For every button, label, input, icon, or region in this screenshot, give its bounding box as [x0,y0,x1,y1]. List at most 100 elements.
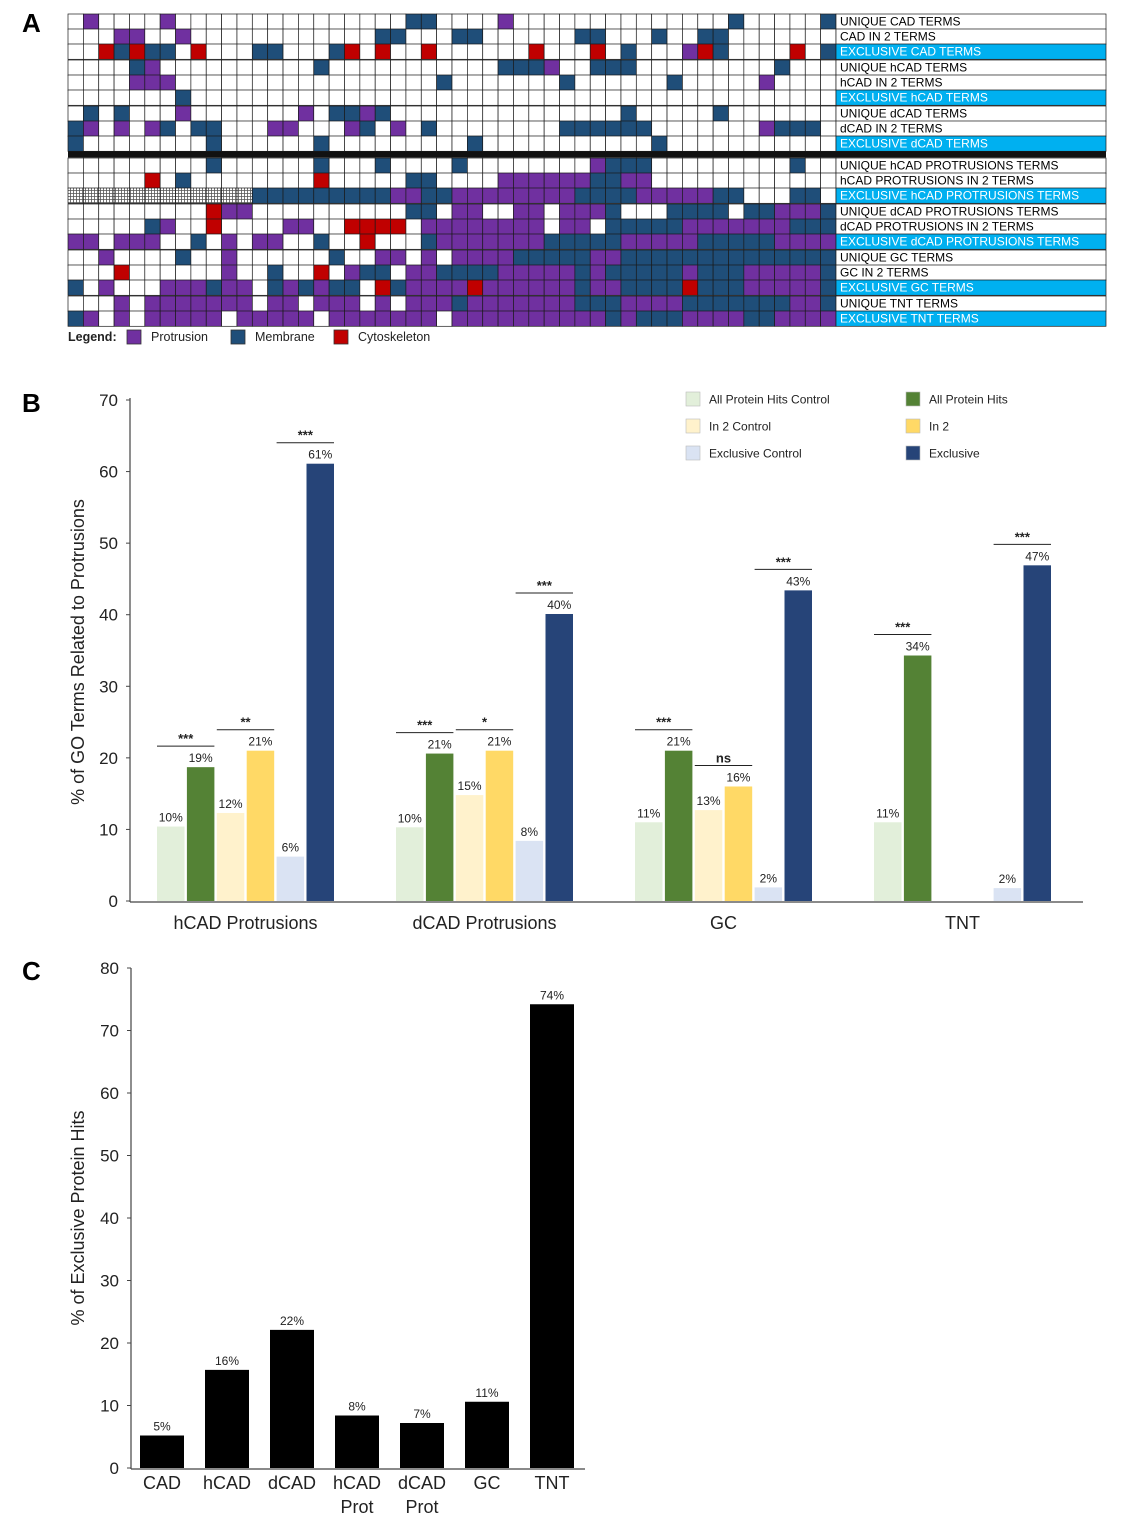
heatmap-cell [467,187,484,204]
heatmap-cell [497,203,514,220]
heatmap-cell [820,89,837,106]
heatmap-cell [144,218,161,235]
heatmap-cell [144,233,161,250]
heatmap-cell [682,105,699,122]
bar [530,1004,574,1468]
heatmap-cell [758,135,775,152]
data-label: 15% [458,779,482,793]
heatmap-cell [728,43,745,60]
heatmap-cell [113,264,130,281]
heatmap-cell [728,249,745,266]
heatmap-cell [820,249,837,266]
heatmap-cell [666,310,683,327]
bar [515,840,544,901]
heatmap-cell [113,203,130,220]
heatmap-cell [344,172,361,189]
bar-group: 11% 21% 13% 16% 2% 43% GC [635,574,812,933]
heatmap-cell [175,172,192,189]
heatmap-cell [267,295,284,312]
heatmap-cell [666,13,683,30]
heatmap-cell [589,172,606,189]
bar [545,613,573,901]
panel-a-legend: Legend: Protrusion Membrane Cytoskeleton [68,329,430,345]
heatmap-cell [589,74,606,91]
heatmap-cell [482,43,499,60]
heatmap-cell [635,74,653,91]
heatmap-cell [221,135,238,152]
row-label: EXCLUSIVE GC TERMS [840,281,974,295]
heatmap-cell [574,218,591,235]
data-label: 10% [398,811,422,825]
heatmap-cell [497,249,514,266]
heatmap-cell [175,203,192,220]
heatmap-row: EXCLUSIVE hCAD TERMS [67,89,1107,106]
heatmap-cell [804,172,821,189]
heatmap-cell [467,28,484,45]
heatmap-cell [313,187,330,204]
data-label: 7% [413,1407,431,1421]
category-label: Prot [405,1497,438,1517]
heatmap-cell [205,13,222,30]
heatmap-cell [728,218,745,235]
heatmap-cell [574,203,591,220]
y-tick-label: 40 [99,606,118,625]
data-label: 8% [521,825,539,839]
heatmap-cell [175,249,192,266]
row-label: UNIQUE dCAD PROTRUSIONS TERMS [840,205,1058,219]
heatmap-cell [282,13,299,30]
heatmap-cell [405,249,422,266]
heatmap-cell [67,264,84,281]
heatmap-cell [221,172,238,189]
heatmap-cell [113,172,130,189]
y-tick-label: 30 [99,677,118,696]
heatmap-cell [712,279,729,296]
heatmap-cell [251,187,269,204]
heatmap-cell [267,218,284,235]
heatmap-cell [682,157,699,174]
data-label: 34% [906,640,930,654]
heatmap-cell [451,105,468,122]
heatmap-cell [344,310,361,327]
y-tick-label: 50 [100,1147,119,1166]
heatmap-cell [820,74,837,91]
heatmap-cell [743,295,760,312]
heatmap-cell [804,249,821,266]
heatmap-cell [190,264,207,281]
heatmap-cell [497,135,514,152]
heatmap-cell [712,203,729,220]
heatmap-cell [344,120,361,137]
heatmap-cell [267,74,284,91]
heatmap-cell [682,310,699,327]
heatmap-cell [758,279,775,296]
heatmap-cell [820,295,837,312]
heatmap-cell [113,120,130,137]
heatmap-cell [221,157,238,174]
heatmap-cell [758,310,775,327]
heatmap-cell [83,89,100,106]
significance-marker: *** [515,578,573,594]
heatmap-cell [589,249,606,266]
heatmap-cell [651,264,668,281]
heatmap-cell [420,249,437,266]
heatmap-cell [205,28,222,45]
heatmap-cell [175,310,192,327]
heatmap-cell [67,172,84,189]
heatmap-cell [682,28,699,45]
heatmap-cell [159,187,176,204]
heatmap-cell [221,13,238,30]
heatmap-cell [528,157,545,174]
legend-cytoskeleton-swatch [333,329,349,345]
significance-marker: *** [993,529,1051,545]
heatmap-cell [651,203,668,220]
heatmap-cell [651,120,668,137]
bar [664,750,693,901]
heatmap-cell [267,135,284,152]
heatmap-cell [83,249,100,266]
bar-item: 74% TNT [530,988,574,1493]
heatmap-cell [605,203,622,220]
y-tick-label: 10 [100,1397,119,1416]
heatmap-cell [482,28,499,45]
bar [400,1423,444,1468]
heatmap-cell [804,279,821,296]
